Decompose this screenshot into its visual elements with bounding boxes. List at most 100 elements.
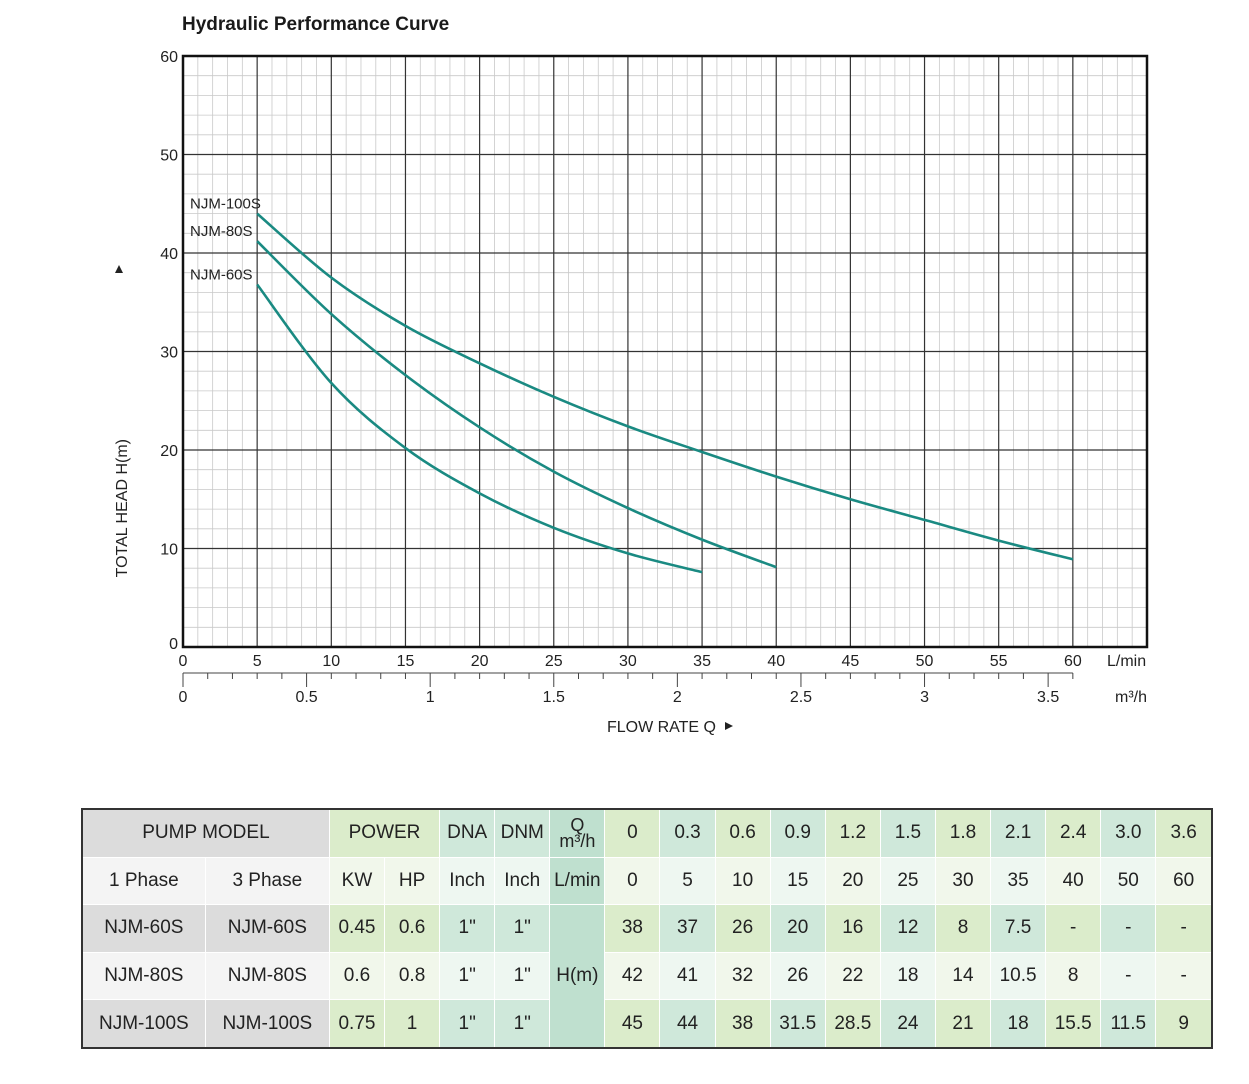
dna-value: 1" [439, 999, 496, 1049]
x2-tick-label: 3.5 [1037, 689, 1059, 706]
lmin-value: 60 [1155, 856, 1213, 906]
hp-value: 0.6 [384, 904, 441, 953]
y-tick-label: 0 [169, 636, 178, 653]
major-grid [183, 56, 1147, 647]
q-value: 3.6 [1155, 808, 1213, 858]
head-value: 28.5 [824, 999, 881, 1049]
x2-tick-label: 2.5 [790, 689, 812, 706]
lmin-value: 40 [1045, 856, 1102, 906]
q-value: 2.4 [1045, 808, 1102, 858]
head-value: - [1155, 904, 1213, 953]
header-kw: KW [328, 856, 386, 906]
series-line-njm-100s [256, 212, 1074, 561]
x-axis-label: FLOW RATE Q [607, 719, 716, 736]
head-value: 45 [604, 999, 661, 1049]
x-tick-label: 0 [179, 653, 188, 670]
head-value: 8 [934, 904, 992, 953]
lmin-value: 0 [604, 856, 661, 906]
series-line-njm-60s [256, 283, 703, 574]
x-tick-label: 30 [619, 653, 637, 670]
series-label: NJM-100S [190, 196, 261, 213]
chart-title: Hydraulic Performance Curve [182, 14, 450, 35]
header-dna: DNA [439, 808, 496, 858]
lmin-value: 20 [824, 856, 881, 906]
head-value: 7.5 [990, 904, 1047, 953]
hp-value: 0.8 [384, 951, 441, 1001]
lmin-value: 15 [769, 856, 826, 906]
head-value: - [1045, 904, 1102, 953]
x2-tick-label: 0.5 [295, 689, 317, 706]
y-tick-label: 10 [160, 542, 178, 559]
dna-value: 1" [439, 951, 496, 1001]
head-value: 9 [1155, 999, 1213, 1049]
model-1-phase: NJM-80S [81, 951, 206, 1001]
dnm-value: 1" [494, 999, 551, 1049]
table-row: NJM-100S NJM-100S 0.75 1 1" 1" 45 44 38 … [81, 999, 1213, 1049]
q-value: 0.6 [714, 808, 771, 858]
lmin-value: 50 [1100, 856, 1157, 906]
header-dnm: DNM [494, 808, 551, 858]
head-value: 22 [824, 951, 881, 1001]
y-tick-label: 50 [160, 148, 178, 165]
x-tick-label: 15 [397, 653, 415, 670]
header-q: Q m³/h [549, 808, 606, 858]
lmin-value: 10 [714, 856, 771, 906]
model-1-phase: NJM-100S [81, 999, 206, 1049]
x-tick-label: 40 [767, 653, 785, 670]
y-axis-label: TOTAL HEAD H(m) [114, 439, 131, 577]
y-axis-ticks: 0 10 20 30 40 50 60 [160, 49, 178, 653]
head-value: 12 [879, 904, 936, 953]
head-value: 44 [659, 999, 716, 1049]
header-hp: HP [384, 856, 441, 906]
head-value: - [1100, 904, 1157, 953]
q-value: 1.8 [934, 808, 992, 858]
head-value: 32 [714, 951, 771, 1001]
head-value: 14 [934, 951, 992, 1001]
kw-value: 0.6 [328, 951, 386, 1001]
table-header-row-2: 1 Phase 3 Phase KW HP Inch Inch L/min 0 … [81, 856, 1213, 906]
head-value: 24 [879, 999, 936, 1049]
y-tick-label: 60 [160, 49, 178, 66]
y-axis-label-group: TOTAL HEAD H(m) [114, 265, 131, 577]
kw-value: 0.75 [328, 999, 386, 1049]
header-power: POWER [328, 808, 441, 858]
series-line-njm-80s [256, 240, 777, 569]
dnm-value: 1" [494, 904, 551, 953]
header-pump-model: PUMP MODEL [81, 808, 330, 858]
head-value: 37 [659, 904, 716, 953]
y-tick-label: 20 [160, 443, 178, 460]
lmin-value: 25 [879, 856, 936, 906]
y-tick-label: 30 [160, 345, 178, 362]
head-value: 20 [769, 904, 826, 953]
q-value: 0.9 [769, 808, 826, 858]
series-label: NJM-60S [190, 267, 253, 284]
plot-frame [181, 54, 1149, 649]
model-3-phase: NJM-80S [204, 951, 330, 1001]
series-labels: NJM-100S NJM-80S NJM-60S [190, 196, 261, 284]
table-row: NJM-80S NJM-80S 0.6 0.8 1" 1" 42 41 32 2… [81, 951, 1213, 1001]
header-lmin: L/min [549, 856, 606, 906]
header-q-label: Q [570, 815, 585, 836]
q-value: 1.5 [879, 808, 936, 858]
table-header-row-1: PUMP MODEL POWER DNA DNM Q m³/h 0 0.3 0.… [81, 808, 1213, 858]
kw-value: 0.45 [328, 904, 386, 953]
head-value: 11.5 [1100, 999, 1157, 1049]
x-tick-label: 5 [253, 653, 262, 670]
x2-tick-label: 3 [920, 689, 929, 706]
x2-tick-label: 1.5 [543, 689, 565, 706]
q-value: 2.1 [990, 808, 1047, 858]
x-tick-label: 10 [322, 653, 340, 670]
head-value: 16 [824, 904, 881, 953]
series-label: NJM-80S [190, 223, 253, 240]
head-value: 38 [714, 999, 771, 1049]
dnm-value: 1" [494, 951, 551, 1001]
x-tick-label: 25 [545, 653, 563, 670]
header-inch-dna: Inch [439, 856, 496, 906]
head-value: 21 [934, 999, 992, 1049]
head-value: 18 [879, 951, 936, 1001]
x-unit-primary: L/min [1107, 653, 1146, 670]
head-value: 8 [1045, 951, 1102, 1001]
q-value: 3.0 [1100, 808, 1157, 858]
h-label: H(m) [549, 904, 606, 1049]
